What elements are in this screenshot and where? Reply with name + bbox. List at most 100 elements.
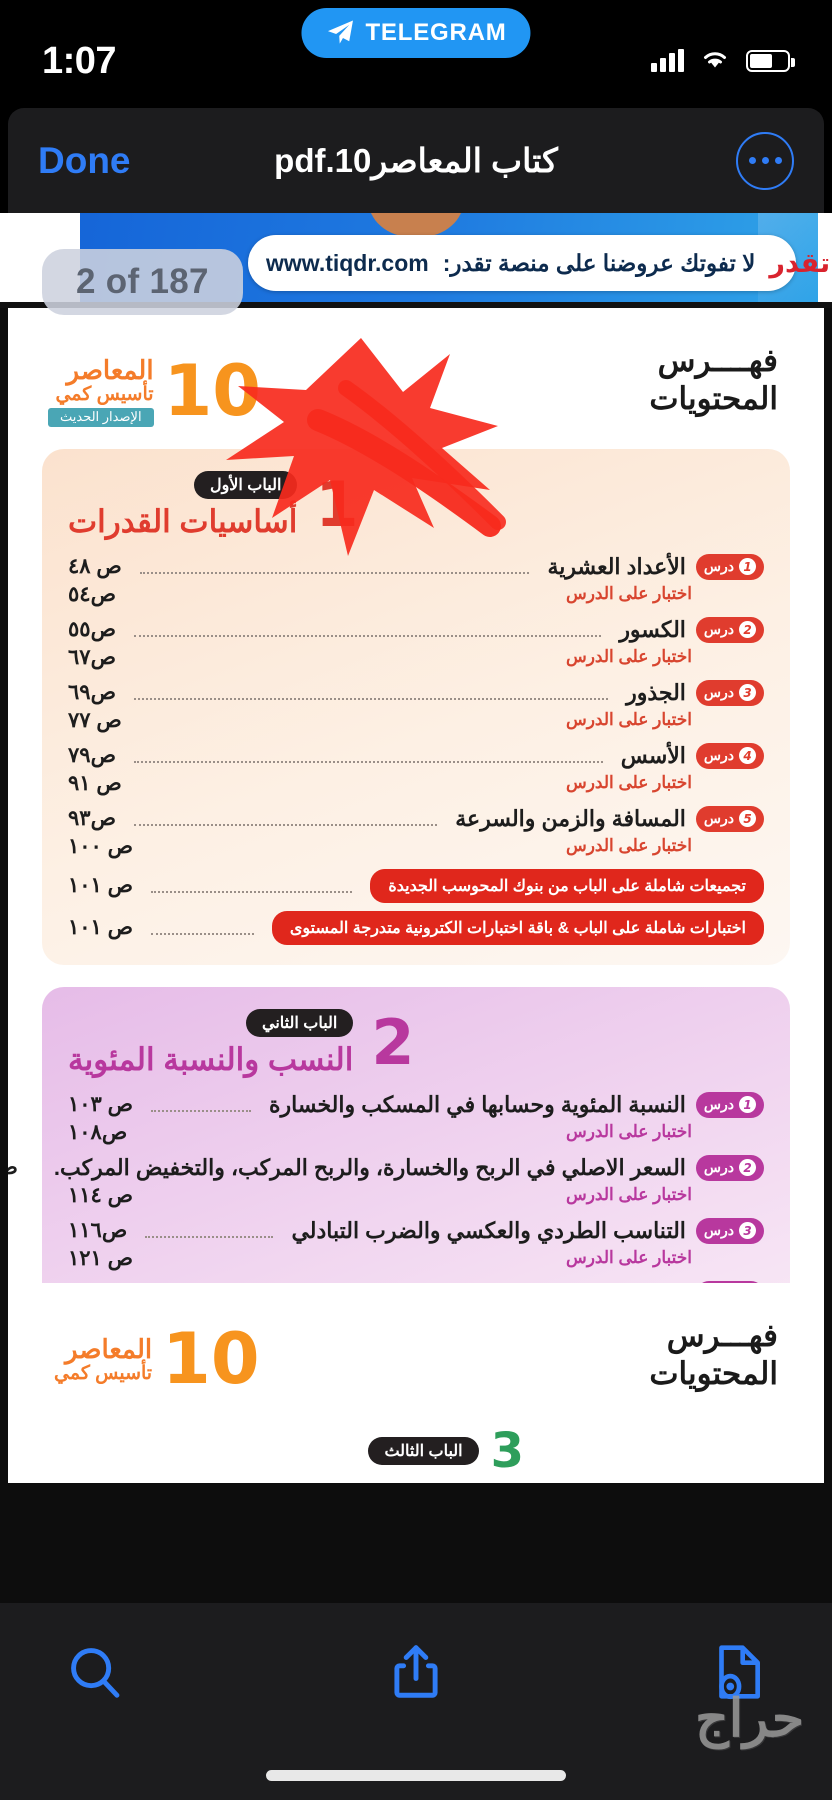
lesson-pill: 2 درس bbox=[695, 1154, 764, 1181]
lesson-index: 2 bbox=[739, 621, 756, 639]
lesson-name: المسافة والزمن والسرعة bbox=[455, 805, 686, 831]
leader-dots bbox=[151, 1098, 251, 1112]
lesson-name: الكسور bbox=[619, 616, 686, 642]
lesson-name: الأسس bbox=[620, 742, 686, 768]
next-brand-text: المعاصر تأسيس كمي bbox=[54, 1335, 152, 1384]
lesson-test-row[interactable]: اختبار على الدرس ص١٠٨ bbox=[68, 1120, 764, 1145]
lesson-row[interactable]: 1 درس النسبة المئوية وحسابها في المسكب وا… bbox=[68, 1091, 764, 1118]
lesson-test-page: ص ١٠٠ bbox=[68, 834, 134, 858]
book-brand-logo: 10 المعاصر تأسيس كمي الإصدار الحديث bbox=[48, 349, 261, 432]
brand-tag: الإصدار الحديث bbox=[48, 408, 154, 427]
next-toc-line1: فهـــرس bbox=[666, 1318, 778, 1353]
lesson-test-row[interactable]: اختبار على الدرس ص ٧٧ bbox=[68, 708, 764, 733]
document-markup-icon[interactable] bbox=[706, 1641, 768, 1703]
chapter-card-2[interactable]: 2 الباب الثاني النسب والنسبة المئوية 1 در… bbox=[8, 986, 790, 1283]
lesson-name: التناسب الطردي والعكسي والضرب التبادلي bbox=[291, 1217, 686, 1243]
lesson-row[interactable]: 3 درس التناسب الطردي والعكسي والضرب التبا… bbox=[68, 1217, 764, 1244]
lesson-test-row[interactable]: اختبار على الدرس ص ١١٤ bbox=[68, 1183, 764, 1208]
telegram-indicator-pill[interactable]: TELEGRAM bbox=[301, 8, 531, 58]
lesson-pill: 3 درس bbox=[695, 679, 764, 706]
lesson-index: 4 bbox=[739, 747, 756, 765]
search-icon[interactable] bbox=[64, 1641, 126, 1703]
next-page-peek[interactable]: فهـــرس المحتويات 10 المعاصر تأسيس كمي 3… bbox=[8, 1283, 824, 1483]
next-brand-subtitle: تأسيس كمي bbox=[54, 1362, 153, 1384]
chapter-banner-row[interactable]: تجميعات شاملة على الباب من بنوك المحوسب … bbox=[68, 868, 764, 903]
lesson-test-row[interactable]: اختبار على الدرس ص ١٠٠ bbox=[68, 834, 764, 859]
brand-name: المعاصر bbox=[66, 355, 154, 385]
lesson-page: ص١١٦ bbox=[68, 1219, 128, 1243]
lesson-page: ص ٤٨ bbox=[68, 555, 122, 579]
lesson-page: ص٧٩ bbox=[68, 744, 116, 768]
leader-dots bbox=[151, 879, 353, 893]
brand-text: المعاصر تأسيس كمي الإصدار الحديث bbox=[48, 356, 154, 427]
chapter-2-title: النسب والنسبة المئوية bbox=[68, 1041, 354, 1077]
leader-dots bbox=[133, 686, 609, 700]
lesson-row[interactable]: 4 درس الأسس ص٧٩ bbox=[68, 742, 764, 769]
lesson-test-label: اختبار على الدرس bbox=[565, 1122, 692, 1142]
lesson-row[interactable]: 3 درس الجذور ص٦٩ bbox=[68, 679, 764, 706]
lesson-row[interactable]: 2 درس الكسور ص٥٥ bbox=[68, 616, 764, 643]
signal-bars-icon bbox=[651, 49, 684, 72]
ad-promo-card: تقدر لا تفوتك عروضنا على منصة تقدر: www.… bbox=[248, 235, 830, 291]
lesson-pill: 3 درس bbox=[695, 1217, 764, 1244]
leader-dots bbox=[151, 921, 254, 935]
brand-number: 10 bbox=[163, 349, 261, 432]
ellipsis-circle-icon[interactable] bbox=[736, 131, 794, 190]
next-chapter-number: 3 bbox=[490, 1423, 524, 1479]
lesson-pill-label: درس bbox=[703, 621, 734, 638]
pdf-viewport[interactable]: 2 of 187 تقدر لا تفوتك عروضنا على منصة ت… bbox=[0, 213, 832, 1603]
lesson-page: ص ١٠٣ bbox=[68, 1093, 134, 1117]
chapter-banner: تجميعات شاملة على الباب من بنوك المحوسب … bbox=[370, 868, 764, 903]
pdf-page-2[interactable]: فهــــرس المحتويات 10 المعاصر تأسيس كمي … bbox=[8, 308, 824, 1283]
lesson-index: 1 bbox=[739, 1096, 756, 1114]
next-page-header: فهـــرس المحتويات 10 المعاصر تأسيس كمي bbox=[8, 1283, 824, 1394]
chapter-1-badge: الباب الأول bbox=[193, 470, 298, 499]
lesson-index: 5 bbox=[739, 810, 756, 828]
lesson-row[interactable]: 1 درس الأعداد العشرية ص ٤٨ bbox=[68, 553, 764, 580]
toc-title-line2: المحتويات bbox=[649, 381, 778, 417]
lesson-test-label: اختبار على الدرس bbox=[565, 836, 692, 856]
page-indicator: 2 of 187 bbox=[42, 249, 243, 315]
lesson-test-page: ص ١١٤ bbox=[68, 1183, 134, 1207]
lesson-test-row[interactable]: اختبار على الدرس ص ١٢١ bbox=[68, 1246, 764, 1271]
brand-subtitle: تأسيس كمي bbox=[55, 383, 154, 405]
share-icon[interactable] bbox=[385, 1641, 447, 1703]
toc-title-line1: فهــــرس bbox=[657, 343, 778, 378]
lesson-test-row[interactable]: اختبار على الدرس ص٥٤ bbox=[68, 582, 764, 607]
chapter-banner-row[interactable]: اختبارات شاملة على الباب & باقة اختبارات… bbox=[68, 910, 764, 945]
lesson-test-row[interactable]: اختبار على الدرس ص ٩١ bbox=[68, 771, 764, 796]
lesson-name: النسبة المئوية وحسابها في المسكب والخسار… bbox=[268, 1091, 686, 1117]
lesson-pill-label: درس bbox=[703, 810, 734, 827]
tiqdr-logo: تقدر bbox=[769, 247, 831, 279]
lesson-page: ص٥٥ bbox=[68, 618, 116, 642]
lesson-page: ص١٢٢ bbox=[68, 1281, 127, 1283]
lesson-pill-label: درس bbox=[703, 1222, 734, 1239]
ad-url: www.tiqdr.com bbox=[266, 249, 429, 276]
lesson-test-page: ص ١٢١ bbox=[68, 1246, 134, 1270]
chapter-1-header: 1 الباب الأول أساسيات القدرات bbox=[68, 468, 764, 542]
lesson-row[interactable]: 2 درس السعر الاصلي في الربح والخسارة، وال… bbox=[8, 1154, 764, 1181]
chapter-2-lessons: 1 درس النسبة المئوية وحسابها في المسكب وا… bbox=[8, 1091, 764, 1283]
page-title: فهــــرس المحتويات bbox=[649, 342, 778, 419]
lesson-row[interactable]: 5 درس المسافة والزمن والسرعة ص٩٣ bbox=[68, 805, 764, 832]
lesson-name: السعر الاصلي في الربح والخسارة، والربح ا… bbox=[53, 1154, 686, 1180]
nav-bar-container: Done كتاب المعاصر10.pdf bbox=[0, 108, 832, 213]
chapter-card-1[interactable]: 1 الباب الأول أساسيات القدرات 1 درس الأعد… bbox=[42, 448, 790, 965]
lesson-test-label: اختبار على الدرس bbox=[565, 773, 692, 793]
lesson-pill: 5 درس bbox=[695, 805, 764, 832]
leader-dots bbox=[145, 1224, 274, 1238]
lesson-test-page: ص ٩١ bbox=[68, 771, 122, 795]
pdf-nav-bar: Done كتاب المعاصر10.pdf bbox=[8, 108, 824, 213]
wifi-icon bbox=[698, 46, 732, 77]
chapter-banner-page: ص ١٠١ bbox=[68, 874, 134, 898]
telegram-label: TELEGRAM bbox=[365, 19, 507, 46]
lesson-index: 2 bbox=[739, 1159, 756, 1177]
chapter-1-number: 1 bbox=[315, 468, 359, 542]
lesson-test-row[interactable]: اختبار على الدرس ص٦٧ bbox=[68, 645, 764, 670]
chapter-1-title: أساسيات القدرات bbox=[68, 503, 298, 539]
done-button[interactable]: Done bbox=[38, 139, 131, 181]
lesson-index: 1 bbox=[739, 558, 756, 576]
home-indicator[interactable] bbox=[266, 1770, 566, 1781]
